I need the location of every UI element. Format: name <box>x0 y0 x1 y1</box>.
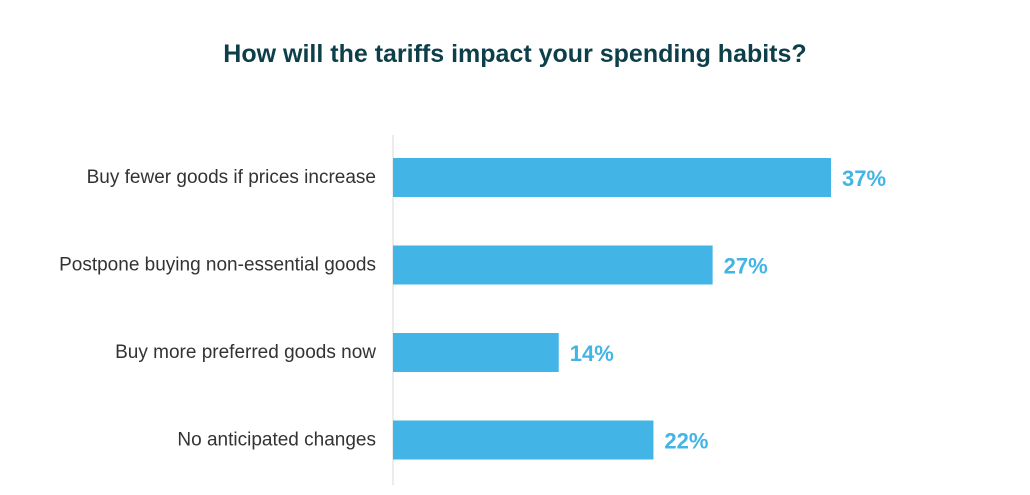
value-label: 14% <box>570 341 614 366</box>
bar <box>393 420 654 460</box>
category-label: Buy fewer goods if prices increase <box>87 167 376 188</box>
bar <box>393 245 713 285</box>
category-label: Postpone buying non-essential goods <box>59 255 376 276</box>
value-label: 37% <box>842 166 886 191</box>
value-label: 22% <box>664 429 708 454</box>
bars-group: Buy fewer goods if prices increase 37% Pos… <box>59 158 886 460</box>
category-label: No anticipated changes <box>177 430 376 451</box>
value-label: 27% <box>724 254 768 279</box>
chart-title: How will the tariffs impact your spendin… <box>223 40 807 68</box>
bar <box>393 333 559 372</box>
category-label: Buy more preferred goods now <box>115 342 376 363</box>
bar <box>393 158 831 197</box>
